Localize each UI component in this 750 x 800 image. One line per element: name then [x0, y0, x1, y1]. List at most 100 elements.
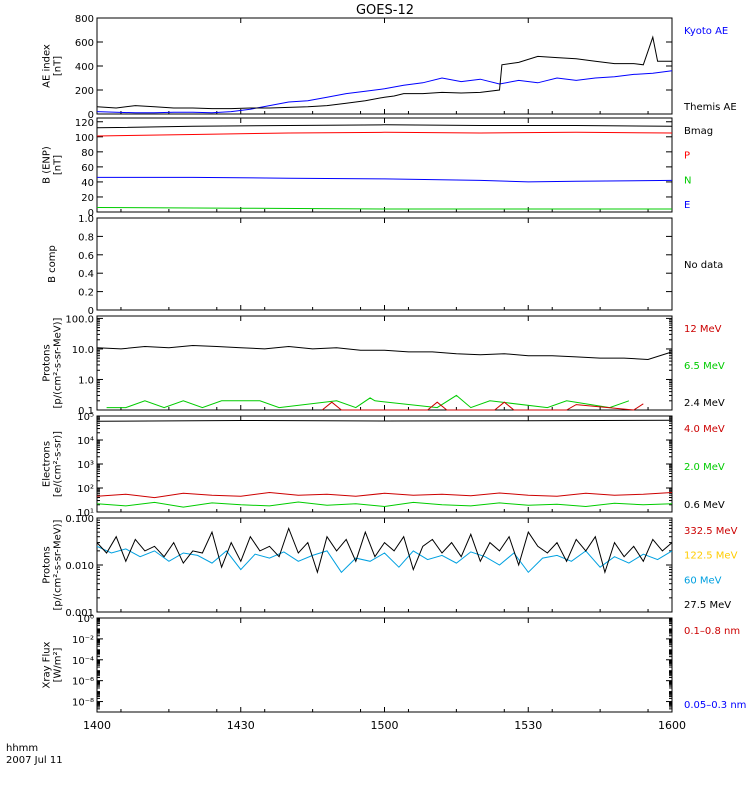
y-tick-label: 10⁻⁶	[72, 677, 94, 688]
series-line-p	[96, 131, 673, 137]
x-tick-label: 1600	[658, 719, 686, 732]
y-tick-label: 20	[81, 193, 94, 204]
y-axis-label: [p/(cm²-s-sr-MeV)]	[53, 317, 64, 408]
date-label: 2007 Jul 11	[6, 755, 63, 766]
y-tick-label: 0.100	[65, 514, 94, 525]
y-tick-label: 10⁻²	[72, 635, 94, 646]
series-line-0-6-mev	[96, 419, 673, 422]
legend-entry: E	[684, 200, 690, 211]
series-line-12-mev	[321, 401, 644, 411]
legend-entry: No data	[684, 260, 723, 271]
legend-entry: 0.05–0.3 nm	[684, 700, 746, 711]
legend-entry: 6.5 MeV	[684, 361, 725, 372]
y-tick-label: 0.6	[78, 251, 94, 262]
y-tick-label: 10⁻⁸	[72, 698, 94, 709]
y-tick-label: 80	[81, 148, 94, 159]
panel-4: 10¹ 10² 10³ 10⁴ 10⁵ Electrons [e/(cm²-s-sr)] 4.…	[42, 412, 725, 519]
legend-entry: 4.0 MeV	[684, 424, 725, 435]
y-tick-label: 0.001	[65, 608, 94, 619]
y-axis-label: Protons	[42, 546, 53, 583]
y-axis-label: B comp	[47, 245, 58, 283]
y-tick-label: 40	[81, 178, 94, 189]
x-tick-label: 1500	[371, 719, 399, 732]
panel-0: 0 200 400 600 800 AE index [nT] Kyoto AE Themis …	[42, 14, 737, 121]
y-tick-label: 1.0	[78, 214, 94, 225]
series-line-6-5-mev	[106, 394, 630, 409]
time-label: hhmm	[6, 743, 38, 754]
panel-6: 10⁻⁸ 10⁻⁶ 10⁻⁴ 10⁻² 10⁰ Xray Flux [W/m²] 0.1–0.…	[42, 614, 746, 713]
y-tick-label: 10⁻⁴	[72, 656, 94, 667]
panel-frame	[96, 617, 673, 713]
y-axis-label: Xray Flux	[42, 641, 53, 688]
series-line-4-0-mev	[96, 491, 673, 499]
panel-1: 0 20 40 60 80 100 120 B (ENP) [nT] Bmag P N E	[42, 117, 713, 219]
y-axis-label: [nT]	[53, 56, 64, 76]
y-axis-label: Protons	[42, 344, 53, 381]
legend-entry: Themis AE	[683, 102, 737, 113]
y-tick-label: 0	[88, 306, 94, 317]
y-tick-label: 10³	[77, 460, 94, 471]
legend-entry: Bmag	[684, 126, 713, 137]
y-tick-label: 200	[75, 86, 94, 97]
y-tick-label: 0.1	[78, 406, 94, 417]
x-tick-label: 1430	[227, 719, 255, 732]
legend-entry: 60 MeV	[684, 575, 722, 586]
series-line-27-5-mev	[96, 526, 673, 575]
y-tick-label: 1.0	[78, 375, 94, 386]
y-axis-label: [e/(cm²-s-sr)]	[53, 431, 64, 497]
series-line-bmag	[96, 124, 673, 129]
legend-entry: 12 MeV	[684, 324, 722, 335]
y-tick-label: 10.0	[72, 345, 94, 356]
legend-entry: 122.5 MeV	[684, 551, 738, 562]
legend-entry: 332.5 MeV	[684, 526, 738, 537]
panel-frame	[96, 17, 673, 115]
y-tick-label: 0.010	[65, 561, 94, 572]
y-tick-label: 10⁰	[77, 614, 94, 625]
panel-2: 0 0.2 0.4 0.6 0.8 1.0 B comp No data	[47, 214, 723, 317]
x-axis: 1400 1430 1500 1530 1600	[83, 719, 686, 732]
series-line-n	[96, 207, 672, 210]
panel-frame	[96, 415, 673, 513]
y-axis-label: B (ENP)	[42, 146, 53, 184]
y-tick-label: 0	[88, 110, 94, 121]
y-axis-label: AE index	[42, 44, 53, 88]
legend-entry: Kyoto AE	[684, 26, 728, 37]
y-tick-label: 120	[75, 118, 94, 129]
panel-3: 0.1 1.0 10.0 100.0 Protons [p/(cm²-s-sr-MeV)]…	[42, 314, 725, 417]
y-tick-label: 600	[75, 38, 94, 49]
y-tick-label: 0	[88, 208, 94, 219]
legend-entry: 0.1–0.8 nm	[684, 626, 740, 637]
series-line-themis-ae	[96, 35, 672, 110]
panel-frame	[96, 315, 673, 411]
y-tick-label: 0.8	[78, 232, 94, 243]
series-line-kyoto-ae	[96, 70, 673, 114]
plot-title: GOES-12	[356, 3, 414, 18]
series-line-60-mev	[96, 545, 673, 574]
legend-entry: 27.5 MeV	[684, 600, 731, 611]
y-axis-label: [W/m²]	[53, 647, 64, 682]
y-axis-label: Electrons	[42, 441, 53, 487]
legend-entry: P	[684, 151, 690, 162]
legend-entry: 2.0 MeV	[684, 462, 725, 473]
x-tick-label: 1530	[514, 719, 542, 732]
x-tick-label: 1400	[83, 719, 111, 732]
panel-frame	[96, 217, 673, 311]
y-tick-label: 0.2	[78, 288, 94, 299]
y-tick-label: 0.4	[78, 269, 94, 280]
panel-5: 0.001 0.010 0.100 Protons [p/(cm²-s-sr-MeV)]…	[42, 514, 738, 619]
y-tick-label: 400	[75, 62, 94, 73]
y-tick-label: 800	[75, 14, 94, 25]
y-tick-label: 10⁴	[77, 436, 94, 447]
y-axis-label: [p/(cm²-s-sr-MeV)]	[53, 519, 64, 610]
y-tick-label: 60	[81, 163, 94, 174]
y-axis-label: [nT]	[53, 155, 64, 175]
series-line-2-4-mev	[96, 344, 673, 361]
y-tick-label: 100	[75, 133, 94, 144]
legend-entry: N	[684, 175, 691, 186]
y-tick-label: 100.0	[65, 314, 94, 325]
series-line-e	[97, 176, 673, 183]
legend-entry: 0.6 MeV	[684, 500, 725, 511]
panel-frame	[96, 517, 673, 613]
series-line-2-0-mev	[96, 501, 673, 508]
